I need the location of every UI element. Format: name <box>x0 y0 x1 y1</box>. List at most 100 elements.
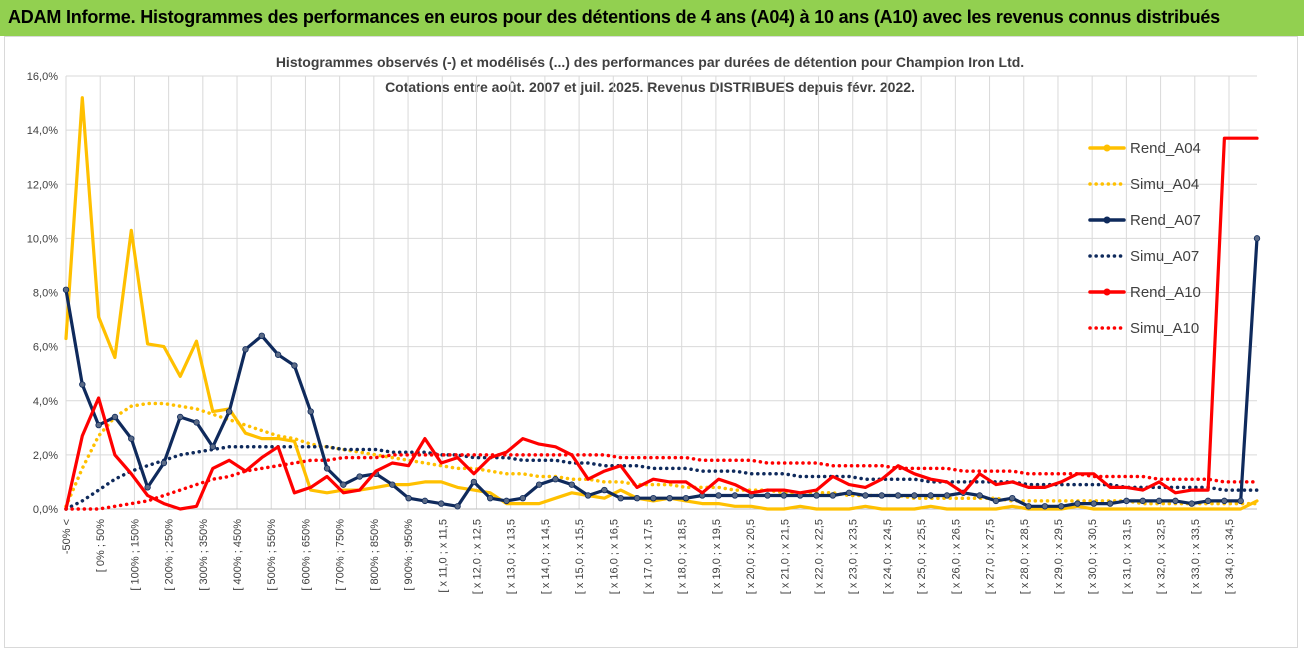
point-rend_a07 <box>862 492 869 499</box>
report-banner: ADAM Informe. Histogrammes des performan… <box>0 0 1304 36</box>
series-line-simu_a10 <box>64 453 1259 511</box>
point-rend_a07 <box>552 476 559 483</box>
legend: Rend_A04 Simu_A04 Rend_A07 Simu_A07 Rend_A10… <box>1088 140 1201 337</box>
x-tick-label: [ x 16,0 ; x 16,5 <box>608 519 620 594</box>
x-tick-label: [ x 34,0 ; x 34,5 <box>1224 519 1236 594</box>
x-tick-label: [ 500% ; 550% <box>266 519 278 591</box>
legend-label-simu_a04: Simu_A04 <box>1130 176 1199 193</box>
y-tick-label: 4,0% <box>33 396 58 408</box>
point-rend_a07 <box>1106 500 1114 507</box>
point-rend_a07 <box>1237 497 1244 505</box>
point-rend_a07 <box>258 332 265 339</box>
point-rend_a07 <box>845 489 853 496</box>
x-tick-label: [ x 27,0 ; x 27,5 <box>985 519 997 594</box>
legend-label-rend_a07: Rend_A07 <box>1130 212 1201 229</box>
point-rend_a07 <box>780 492 788 499</box>
x-tick-label: [ x 15,0 ; x 15,5 <box>574 519 586 594</box>
x-tick-label: [ x 24,0 ; x 24,5 <box>882 519 894 594</box>
series-line-rend_a04 <box>64 96 1259 511</box>
x-tick-label: [ x 12,0 ; x 12,5 <box>471 519 483 594</box>
y-tick-label: 2,0% <box>33 450 58 462</box>
x-tick-label: [ x 14,0 ; x 14,5 <box>540 519 552 594</box>
point-rend_a07 <box>438 500 445 507</box>
point-rend_a07 <box>927 492 934 499</box>
grid-lines <box>65 75 1257 510</box>
x-tick-label: [ 400% ; 450% <box>232 519 244 591</box>
y-tick-label: 10,0% <box>27 233 58 245</box>
point-rend_a07 <box>225 408 233 415</box>
series-line-simu_a04 <box>64 401 1259 509</box>
x-tick-label: [ x 18,0 ; x 18,5 <box>677 519 689 594</box>
point-rend_a07 <box>1172 497 1179 505</box>
point-rend_a07 <box>340 481 347 488</box>
point-rend_a07 <box>503 497 510 505</box>
point-rend_a07 <box>715 492 722 499</box>
point-rend_a07 <box>160 459 168 467</box>
x-tick-label: [ x 32,0 ; x 32,5 <box>1156 519 1168 594</box>
point-rend_a07 <box>1074 500 1081 507</box>
report-title: ADAM Informe. Histogrammes des performan… <box>8 7 1220 27</box>
point-rend_a07 <box>878 492 885 499</box>
x-tick-label: [ x 20,0 ; x 20,5 <box>745 519 757 594</box>
legend-label-rend_a10: Rend_A10 <box>1130 284 1201 301</box>
point-rend_a07 <box>209 443 217 450</box>
x-tick-label: [ x 33,0 ; x 33,5 <box>1190 519 1202 594</box>
point-rend_a07 <box>62 286 70 293</box>
legend-marker <box>1103 144 1111 152</box>
x-tick-label: [ x 31,0 ; x 31,5 <box>1121 519 1133 594</box>
point-rend_a07 <box>177 413 184 421</box>
y-tick-label: 6,0% <box>33 342 58 354</box>
point-rend_a07 <box>1009 494 1016 502</box>
y-tick-label: 16,0% <box>27 71 58 83</box>
x-tick-label: [ x 19,0 ; x 19,5 <box>711 519 723 594</box>
legend-label-rend_a04: Rend_A04 <box>1130 140 1201 157</box>
y-axis: 0,0% 2,0% 4,0% 6,0% 8,0% 10,0% 12,0% 14,0% 16,0% <box>27 71 58 516</box>
x-tick-label: [ x 13,0 ; x 13,5 <box>506 519 518 594</box>
x-tick-label: [ 300% ; 350% <box>198 519 210 591</box>
point-rend_a07 <box>650 494 657 502</box>
point-rend_a07 <box>405 494 412 502</box>
x-tick-label: [ 200% ; 250% <box>164 519 176 591</box>
legend-marker <box>1103 216 1111 224</box>
point-rend_a07 <box>1090 500 1098 507</box>
point-rend_a07 <box>95 421 102 429</box>
chart-frame <box>4 36 1298 648</box>
point-rend_a07 <box>568 481 575 488</box>
y-tick-label: 14,0% <box>27 125 58 137</box>
point-rend_a07 <box>894 492 902 499</box>
point-rend_a07 <box>454 503 461 510</box>
point-rend_a07 <box>193 419 200 426</box>
point-rend_a07 <box>601 486 608 494</box>
point-rend_a07 <box>682 494 690 502</box>
point-rend_a07 <box>813 492 820 499</box>
x-tick-label: [ 700% ; 750% <box>335 519 347 591</box>
point-rend_a07 <box>421 497 429 505</box>
point-rend_a07 <box>1204 497 1212 505</box>
x-tick-label: [ x 25,0 ; x 25,5 <box>916 519 928 594</box>
x-tick-label: [ x 28,0 ; x 28,5 <box>1019 519 1031 594</box>
point-rend_a07 <box>731 492 739 499</box>
point-rend_a07 <box>144 484 151 491</box>
point-rend_a07 <box>519 494 527 502</box>
point-rend_a07 <box>829 492 837 499</box>
point-rend_a07 <box>584 492 592 499</box>
point-rend_a07 <box>764 492 771 499</box>
point-rend_a07 <box>1025 503 1032 510</box>
point-rend_a07 <box>1058 503 1065 510</box>
x-tick-label: [ 800% ; 850% <box>369 519 381 591</box>
point-rend_a07 <box>128 435 135 442</box>
point-rend_a07 <box>1253 235 1261 242</box>
x-tick-label: [ 0% ; 50% <box>95 519 107 572</box>
point-rend_a07 <box>617 494 624 502</box>
point-rend_a07 <box>274 351 282 358</box>
point-rend_a07 <box>535 481 543 488</box>
y-tick-label: 0,0% <box>33 504 58 516</box>
x-tick-label: [ x 11,0 ; x 11,5 <box>437 519 449 593</box>
x-tick-label: [ 600% ; 650% <box>300 519 312 591</box>
legend-label-simu_a07: Simu_A07 <box>1130 248 1199 265</box>
point-rend_a07 <box>356 473 363 480</box>
series-line-rend_a10 <box>64 136 1259 511</box>
x-tick-label: [ x 17,0 ; x 17,5 <box>643 519 655 594</box>
x-tick-label: [ x 22,0 ; x 22,5 <box>814 519 826 594</box>
